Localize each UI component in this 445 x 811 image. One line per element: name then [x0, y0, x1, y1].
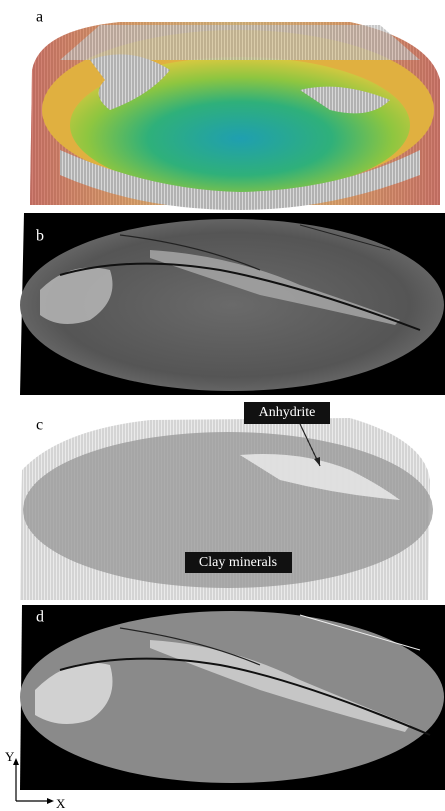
panel-c: Anhydrite Clay minerals c: [20, 402, 433, 600]
panel-a: a: [30, 9, 440, 210]
panel-label: b: [36, 228, 44, 245]
panel-d: d: [20, 605, 445, 790]
axis-label: X: [56, 796, 66, 811]
annotation: Anhydrite: [259, 405, 316, 420]
panel-label: a: [36, 9, 43, 26]
figure: a b Anhydrite Clay minerals c d: [0, 0, 445, 811]
arrow-head: [47, 798, 54, 804]
panel-b: b: [20, 213, 445, 395]
panel-label: d: [36, 609, 44, 626]
annotation: Clay minerals: [199, 555, 277, 570]
panel-label: c: [36, 417, 43, 434]
axis-label: Y: [5, 749, 15, 764]
surface-edge: [60, 25, 420, 60]
